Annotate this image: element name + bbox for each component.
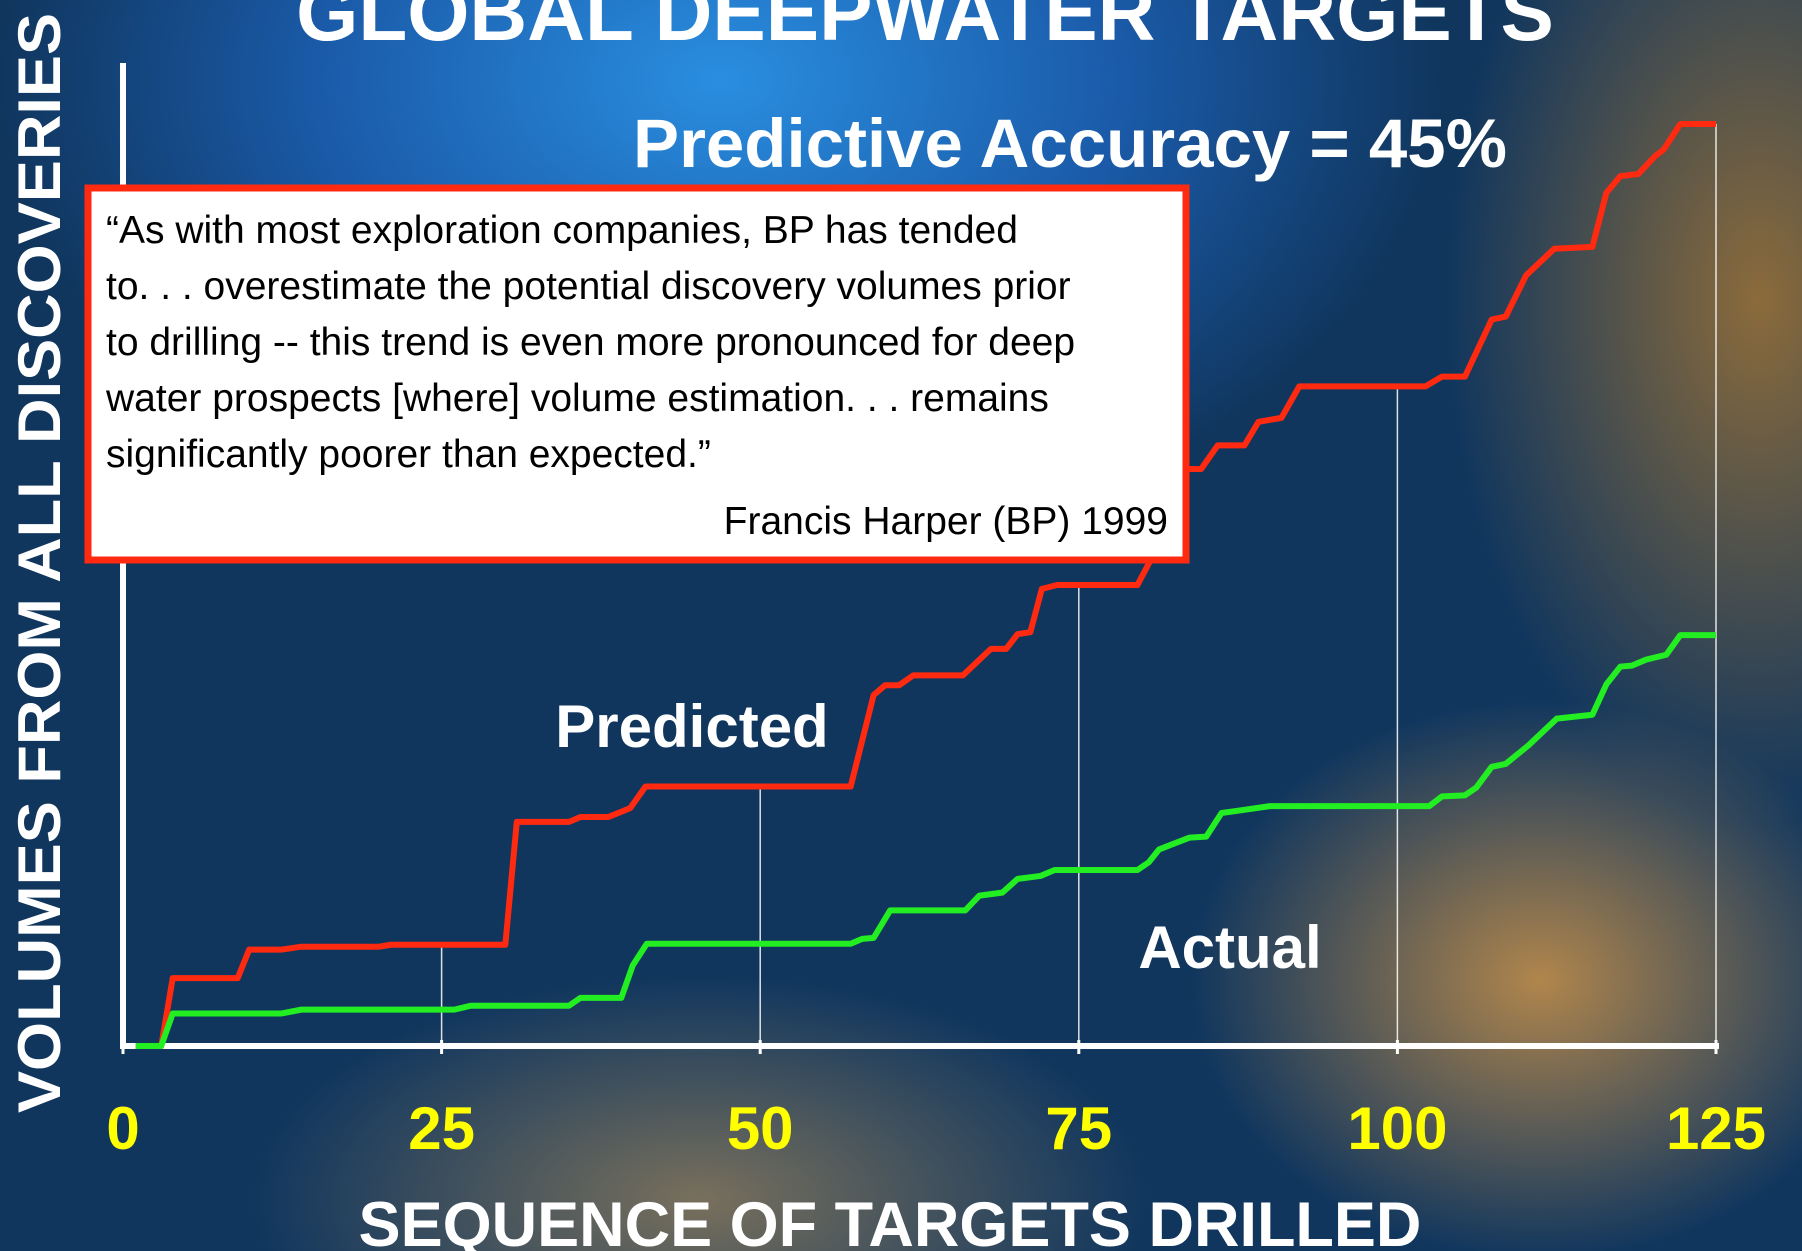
x-tick-label: 0 bbox=[106, 1095, 139, 1162]
quote-line: “As with most exploration companies, BP … bbox=[106, 209, 1018, 252]
series-label: Predicted bbox=[555, 693, 828, 760]
x-tick-label: 125 bbox=[1666, 1095, 1766, 1162]
quote-line: to drilling -- this trend is even more p… bbox=[106, 321, 1075, 364]
quote-line: water prospects [where] volume estimatio… bbox=[105, 377, 1049, 420]
x-tick-label: 50 bbox=[727, 1095, 794, 1162]
quote-box: “As with most exploration companies, BP … bbox=[84, 184, 1190, 564]
x-tick-label: 25 bbox=[408, 1095, 475, 1162]
quote-attribution: Francis Harper (BP) 1999 bbox=[724, 500, 1168, 543]
y-axis-label: VOLUMES FROM ALL DISCOVERIES bbox=[6, 13, 73, 1113]
chart-subtitle: Predictive Accuracy = 45% bbox=[633, 105, 1507, 182]
x-tick-label: 75 bbox=[1045, 1095, 1112, 1162]
series-line bbox=[135, 120, 1716, 1049]
series-label: Actual bbox=[1138, 914, 1321, 981]
quote-line: to. . . overestimate the potential disco… bbox=[106, 265, 1071, 308]
x-tick-label: 100 bbox=[1347, 1095, 1447, 1162]
series-line bbox=[135, 632, 1716, 1049]
quote-frame bbox=[84, 184, 1190, 564]
x-axis-label: SEQUENCE OF TARGETS DRILLED bbox=[359, 1190, 1422, 1251]
chart-title: GLOBAL DEEPWATER TARGETS bbox=[296, 0, 1554, 57]
quote-line: significantly poorer than expected.” bbox=[106, 433, 711, 476]
